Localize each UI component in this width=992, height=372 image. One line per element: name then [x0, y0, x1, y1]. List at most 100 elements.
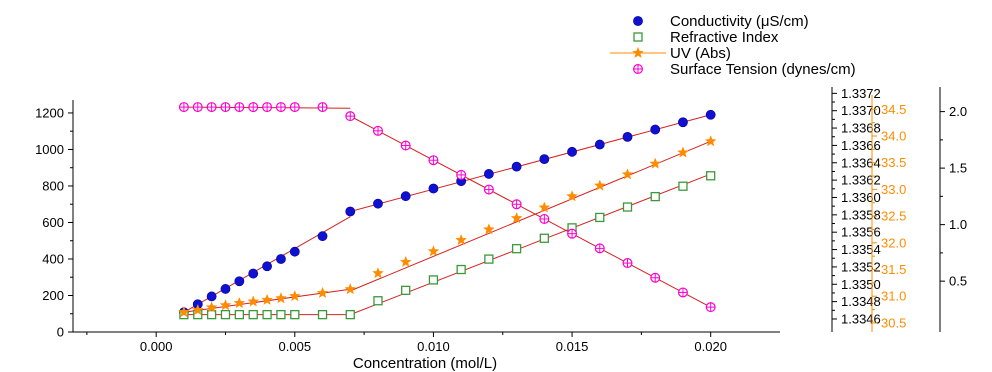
point-series-1 [234, 309, 245, 320]
conductivity-tick-label: 1200 [35, 105, 64, 120]
series-0 [179, 109, 716, 318]
point-series-1 [290, 309, 300, 320]
point-series-1 [622, 202, 633, 212]
point-series-1 [373, 296, 383, 306]
point-series-3 [622, 258, 633, 269]
uv-tick-label: 34.5 [881, 102, 906, 117]
point-series-2 [344, 283, 357, 295]
uv-tick-label: 34.0 [881, 128, 906, 143]
refractive-tick-label: 1.3348 [841, 294, 881, 309]
point-series-3 [206, 102, 217, 113]
refractive-tick-label: 1.3346 [841, 311, 881, 326]
point-series-3 [372, 125, 383, 136]
point-series-0 [289, 246, 300, 257]
point-series-3 [178, 102, 189, 113]
conductivity-tick-label: 200 [42, 288, 64, 303]
point-series-2 [178, 306, 190, 318]
x-tick-label: 0.010 [417, 339, 450, 354]
uv-tick-label: 30.5 [881, 315, 906, 330]
point-series-2 [455, 233, 468, 246]
fit-line-series-3 [350, 115, 711, 308]
refractive-tick-label: 1.3360 [841, 190, 881, 205]
point-series-3 [289, 102, 300, 113]
point-series-2 [649, 157, 662, 169]
x-tick-label: 0.000 [140, 339, 173, 354]
conductivity-tick-label: 600 [42, 215, 64, 230]
point-series-1 [345, 309, 355, 320]
point-series-1 [220, 309, 231, 320]
point-series-3 [650, 272, 661, 283]
point-series-2 [247, 295, 260, 307]
conductivity-tick-label: 800 [42, 178, 64, 193]
surface-tick-label: 1.5 [949, 161, 967, 176]
point-series-0 [428, 183, 439, 194]
conductivity-tick-label: 0 [57, 325, 64, 340]
point-series-3 [567, 228, 578, 239]
axes: 0.000 0.005 0.010 0.015 0.020 0 200 400 600 800 10… [35, 86, 967, 354]
point-series-0 [705, 109, 716, 120]
refractive-tick-label: 1.3368 [841, 121, 881, 136]
legend-marker [632, 63, 643, 74]
point-series-0 [483, 169, 494, 179]
point-series-1 [678, 181, 688, 191]
point-series-0 [650, 124, 661, 135]
point-series-0 [511, 161, 522, 172]
point-series-0 [220, 284, 231, 294]
point-series-1 [484, 254, 494, 264]
point-series-2 [399, 255, 412, 268]
refractive-tick-label: 1.3356 [841, 225, 881, 240]
point-series-2 [372, 267, 384, 279]
point-series-1 [706, 171, 716, 181]
point-series-2 [427, 245, 440, 257]
point-series-3 [248, 102, 259, 113]
point-series-3 [677, 287, 688, 298]
point-series-0 [678, 117, 688, 128]
surface-tick-label: 0.5 [949, 274, 967, 289]
point-series-1 [456, 264, 466, 275]
point-series-0 [400, 191, 411, 202]
point-series-3 [262, 102, 273, 113]
point-series-0 [594, 139, 605, 150]
point-series-3 [234, 102, 245, 113]
point-series-2 [275, 292, 287, 304]
point-series-0 [234, 276, 245, 287]
point-series-3 [483, 184, 494, 195]
point-series-1 [401, 285, 411, 295]
point-series-2 [704, 135, 717, 147]
point-series-2 [593, 179, 606, 191]
refractive-tick-label: 1.3370 [841, 103, 881, 118]
point-series-0 [539, 154, 550, 165]
legend-marker [633, 32, 643, 42]
point-series-0 [262, 261, 272, 272]
point-series-1 [511, 244, 522, 254]
point-series-3 [345, 111, 356, 122]
refractive-tick-label: 1.3354 [841, 242, 881, 257]
series-3 [178, 102, 716, 313]
series-1 [179, 171, 716, 320]
conductivity-tick-label: 1000 [35, 142, 64, 157]
legend-label: Refractive Index [670, 29, 779, 46]
point-series-3 [317, 102, 328, 113]
point-series-2 [510, 212, 523, 224]
point-series-1 [539, 233, 549, 243]
surface-tick-label: 2.0 [949, 104, 967, 119]
conductivity-tick-label: 400 [42, 251, 64, 266]
point-series-0 [206, 291, 217, 302]
uv-tick-label: 32.5 [881, 209, 906, 224]
refractive-tick-label: 1.3372 [841, 86, 881, 101]
x-tick-label: 0.020 [694, 339, 727, 354]
point-series-0 [248, 268, 259, 279]
uv-tick-label: 31.5 [881, 262, 906, 277]
point-series-1 [262, 309, 272, 320]
refractive-tick-label: 1.3366 [841, 138, 881, 153]
fit-line-series-2 [350, 140, 711, 292]
point-series-0 [276, 254, 286, 264]
point-series-1 [248, 309, 258, 320]
point-series-3 [428, 155, 439, 166]
point-series-1 [206, 309, 217, 320]
point-series-2 [261, 293, 273, 305]
legend-label: Conductivity (μS/cm) [670, 13, 809, 30]
point-series-3 [275, 102, 286, 113]
series-2 [178, 135, 717, 318]
